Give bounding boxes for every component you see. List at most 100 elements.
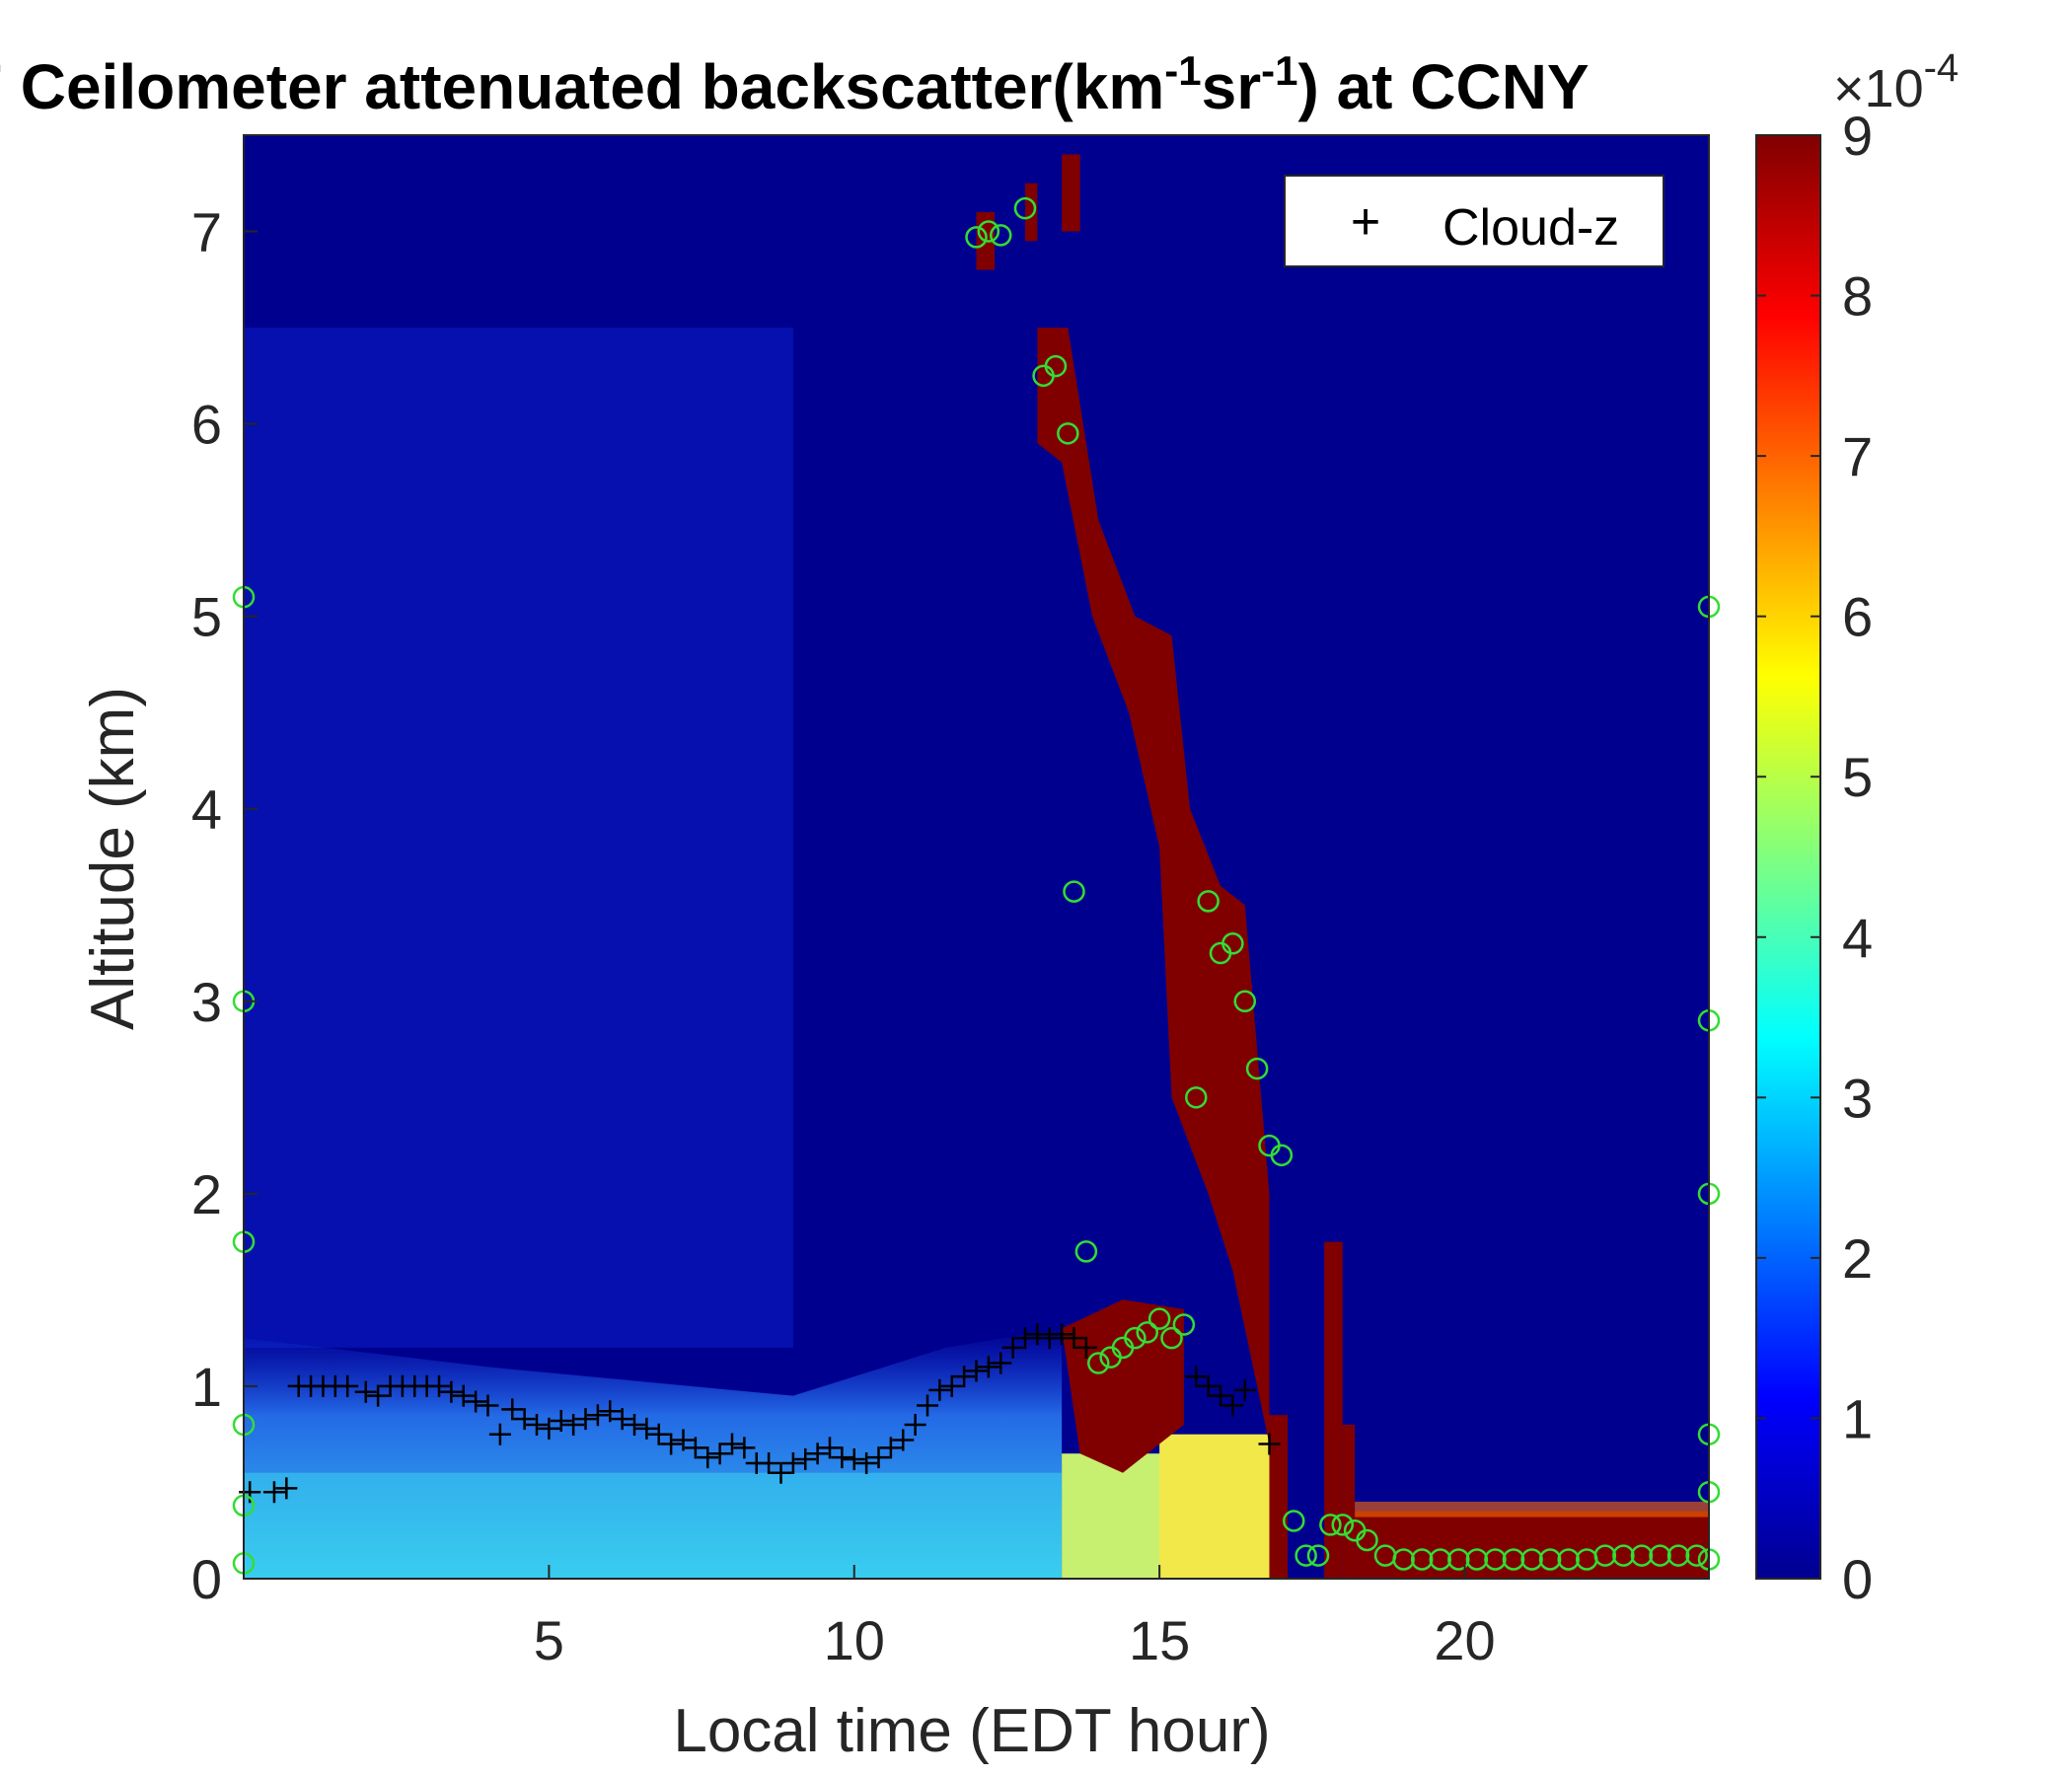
cloud-z-plus — [1051, 1323, 1073, 1346]
cloud-top-patch-3 — [1062, 154, 1080, 232]
cloud-z-plus — [733, 1437, 756, 1459]
evening-low-cloud — [1355, 1511, 1709, 1579]
cloud-z-plus — [904, 1413, 926, 1436]
cloud-z-plus — [1210, 1384, 1231, 1407]
cloud-base-circle — [1319, 1514, 1342, 1536]
y-tick-label: 7 — [191, 201, 222, 263]
cloud-z-plus — [781, 1451, 804, 1474]
y-tick-label: 1 — [191, 1356, 222, 1418]
plot-frame — [243, 134, 1710, 1580]
cloud-base-circle — [1221, 932, 1244, 955]
x-tick-label: 15 — [1129, 1609, 1190, 1671]
x-tick-label: 20 — [1434, 1609, 1495, 1671]
x-tick-label: 10 — [824, 1609, 885, 1671]
y-tick-label: 4 — [191, 778, 222, 841]
cloud-base-circle — [1465, 1548, 1489, 1571]
legend-box — [1284, 175, 1665, 267]
y-tick-label: 0 — [191, 1548, 222, 1610]
cloud-z-markers — [239, 1323, 1281, 1504]
legend-plus-marker: + — [1351, 193, 1380, 251]
colorbar-tick-label: 6 — [1842, 586, 1873, 648]
cloud-base-circle — [1502, 1548, 1525, 1571]
cloud-z-plus — [562, 1413, 585, 1436]
backscatter-heatmap — [244, 135, 1709, 1579]
colorbar-gradient — [1755, 134, 1821, 1580]
colorbar-tick-label: 1 — [1842, 1387, 1873, 1449]
cloud-z-plus — [367, 1384, 390, 1407]
cloud-z-plus — [1074, 1336, 1097, 1359]
cloud-base-circle — [1172, 1313, 1196, 1336]
cloud-z-plus — [697, 1446, 719, 1469]
cloud-z-plus — [275, 1477, 298, 1500]
cloud-z-plus — [1185, 1366, 1208, 1388]
cloud-z-plus — [488, 1423, 511, 1445]
cloud-base-circle — [1612, 1544, 1635, 1567]
cloud-z-plus — [708, 1443, 731, 1465]
colorbar-multiplier: ×10-4 — [1833, 46, 1959, 118]
colorbar-tick-label: 8 — [1842, 265, 1873, 328]
x-axis-ticks: 5 10 15 20 — [534, 1565, 1496, 1671]
legend: + Cloud-z — [1284, 175, 1665, 267]
cloud-z-plus — [928, 1378, 951, 1401]
cloud-z-plus — [977, 1356, 999, 1378]
x-axis-label: Local time (EDT hour) — [673, 1697, 1270, 1765]
cloud-z-plus — [465, 1390, 487, 1413]
cloud-base-circle — [1147, 1307, 1171, 1330]
cloud-base-circle — [1685, 1544, 1708, 1567]
y-tick-label: 3 — [191, 971, 222, 1033]
colorbar-tick-label: 2 — [1842, 1227, 1873, 1290]
evening-cloud-edge — [1355, 1501, 1709, 1517]
cloud-base-circle — [1074, 1240, 1098, 1263]
cloud-base-circle — [1087, 1352, 1110, 1374]
cloud-z-plus — [586, 1404, 609, 1427]
cloud-base-circle — [1520, 1548, 1543, 1571]
y-axis-ticks: 0 1 2 3 4 5 6 7 — [191, 201, 258, 1610]
cloud-base-circle — [1185, 1086, 1208, 1109]
y-tick-label: 5 — [191, 586, 222, 648]
cloud-base-circle — [1063, 880, 1085, 903]
cloud-base-circle — [965, 226, 988, 249]
colorbar-tick-label: 9 — [1842, 105, 1873, 167]
cloud-z-plus — [428, 1374, 450, 1397]
colorbar-ticks: 0 1 2 3 4 5 6 7 8 9 — [1756, 105, 1873, 1610]
cloud-z-plus — [526, 1413, 548, 1436]
cloud-base-circle — [1447, 1548, 1470, 1571]
cloud-base-circle — [1044, 354, 1068, 378]
cloud-z-plus — [1197, 1374, 1220, 1397]
cloud-base-circle — [1410, 1548, 1434, 1571]
cloud-z-plus — [990, 1352, 1012, 1374]
cloud-base-circle — [1136, 1321, 1158, 1344]
cloud-z-plus — [965, 1360, 988, 1382]
cloud-z-plus — [1063, 1327, 1085, 1350]
cloud-z-plus — [262, 1481, 285, 1504]
cloud-base-circle — [1538, 1548, 1562, 1571]
cloud-base-circle — [1392, 1548, 1415, 1571]
cloud-z-plus — [1026, 1323, 1049, 1346]
cloud-base-circle — [1331, 1514, 1354, 1536]
cloud-base-circle — [1306, 1544, 1330, 1567]
y-tick-label: 2 — [191, 1163, 222, 1225]
cloud-z-plus — [721, 1433, 743, 1455]
cloud-base-circle — [1630, 1544, 1654, 1567]
cloud-z-plus — [806, 1443, 829, 1465]
cloud-z-plus — [819, 1437, 841, 1459]
cloud-z-plus — [513, 1408, 536, 1431]
cloud-z-plus — [794, 1448, 817, 1471]
cloud-z-plus — [917, 1394, 938, 1417]
cloud-z-plus — [452, 1384, 475, 1407]
descending-cloud-band — [1037, 328, 1270, 1444]
cloud-z-plus — [855, 1451, 878, 1474]
cloud-base-circle — [1160, 1326, 1183, 1350]
cloud-base-circle — [1245, 1057, 1269, 1080]
cloud-column-17 — [1269, 1415, 1289, 1579]
cloud-base-circle — [1013, 196, 1037, 220]
cloud-base-circle — [1649, 1544, 1671, 1567]
cloud-base-circle — [1356, 1528, 1378, 1552]
cloud-z-plus — [1001, 1336, 1024, 1359]
low-cloud-block — [1062, 1299, 1184, 1473]
cloud-z-plus — [1038, 1327, 1061, 1350]
colorbar: 0 1 2 3 4 5 6 7 8 9 ×10-4 — [1755, 46, 1959, 1610]
cloud-base-circle — [1270, 1144, 1294, 1167]
y-axis-label: Altitude (km) — [79, 687, 147, 1030]
